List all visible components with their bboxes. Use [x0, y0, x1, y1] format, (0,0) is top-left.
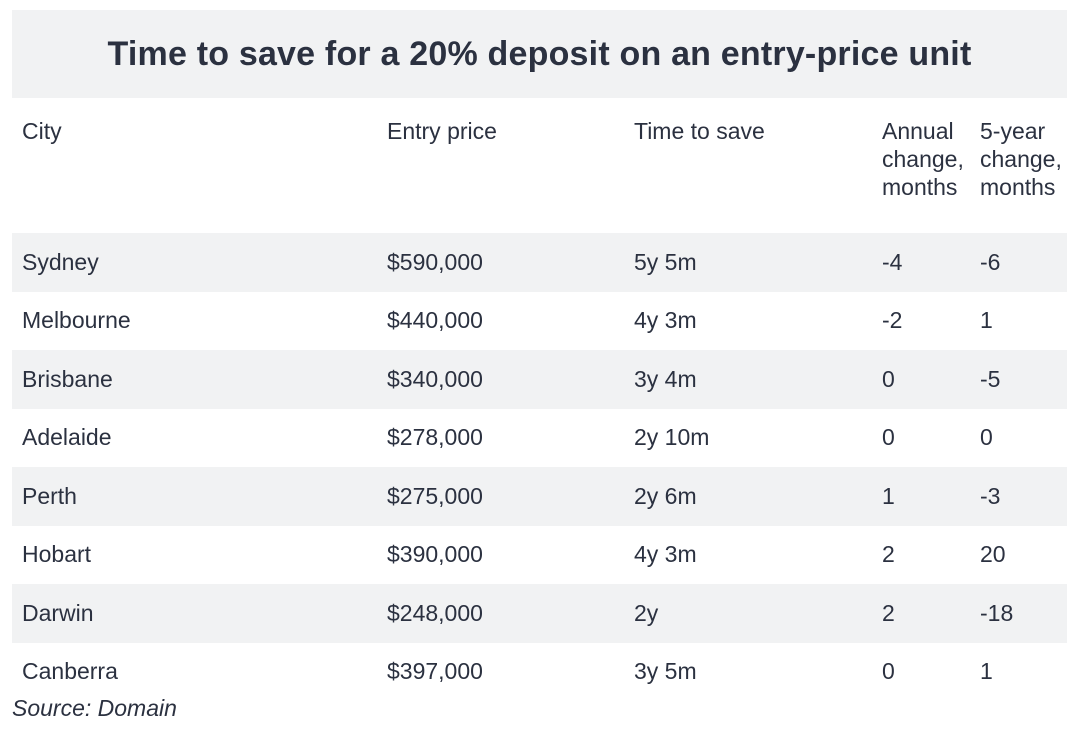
time-to-save-cell: 4y 3m — [634, 307, 697, 334]
time-to-save-cell: 2y 6m — [634, 482, 697, 509]
entry-price-cell: $440,000 — [387, 307, 483, 334]
entry-price-cell: $590,000 — [387, 248, 483, 275]
five-year-change-cell: -3 — [980, 482, 1001, 509]
header-time-to-save-text: Time to save — [634, 118, 765, 144]
time-to-save-cell: 5y 5m — [634, 248, 697, 275]
table-row: Hobart $390,000 4y 3m 2 20 — [12, 525, 1067, 584]
annual-change-cell: -4 — [882, 248, 903, 275]
header-entry-price: Entry price — [377, 98, 624, 233]
header-annual-change: Annual change, months — [872, 98, 970, 233]
five-year-change-cell: -18 — [980, 599, 1014, 626]
entry-price-cell: $248,000 — [387, 599, 483, 626]
annual-change-cell: 2 — [882, 541, 895, 568]
table-row: Canberra $397,000 3y 5m 0 1 — [12, 642, 1067, 701]
time-to-save-cell: 2y — [634, 599, 659, 626]
table-row: Perth $275,000 2y 6m 1 -3 — [12, 467, 1067, 526]
five-year-change-cell: -6 — [980, 248, 1001, 275]
header-entry-price-text: Entry price — [387, 118, 497, 144]
table-row: Melbourne $440,000 4y 3m -2 1 — [12, 291, 1067, 350]
header-time-to-save: Time to save — [624, 98, 872, 233]
time-to-save-cell: 3y 5m — [634, 658, 697, 685]
city-cell: Brisbane — [22, 365, 113, 392]
city-cell: Hobart — [22, 541, 92, 568]
title-bar: Time to save for a 20% deposit on an ent… — [12, 10, 1067, 98]
city-cell: Darwin — [22, 599, 94, 626]
city-cell: Canberra — [22, 658, 118, 685]
city-cell: Adelaide — [22, 424, 112, 451]
time-to-save-cell: 4y 3m — [634, 541, 697, 568]
table-title: Time to save for a 20% deposit on an ent… — [107, 34, 972, 73]
time-to-save-cell: 2y 10m — [634, 424, 710, 451]
header-5-year-line-2: change, — [980, 146, 1062, 172]
five-year-change-cell: -5 — [980, 365, 1001, 392]
entry-price-cell: $390,000 — [387, 541, 483, 568]
five-year-change-cell: 1 — [980, 307, 993, 334]
header-city: City — [12, 98, 377, 233]
header-5-year-change: 5-year change, months — [970, 98, 1067, 233]
annual-change-cell: 0 — [882, 658, 895, 685]
header-annual-line-1: Annual — [882, 118, 954, 144]
five-year-change-cell: 0 — [980, 424, 993, 451]
annual-change-cell: 0 — [882, 365, 895, 392]
time-to-save-cell: 3y 4m — [634, 365, 697, 392]
header-5-year-line-1: 5-year — [980, 118, 1046, 144]
annual-change-cell: -2 — [882, 307, 903, 334]
table-card: Time to save for a 20% deposit on an ent… — [12, 10, 1067, 701]
source-note: Source: Domain — [12, 695, 177, 721]
five-year-change-cell: 1 — [980, 658, 993, 685]
table-body: Sydney $590,000 5y 5m -4 -6 Melbourne $440,000… — [12, 233, 1067, 701]
table-row: Brisbane $340,000 3y 4m 0 -5 — [12, 350, 1067, 409]
table-row: Sydney $590,000 5y 5m -4 -6 — [12, 233, 1067, 292]
entry-price-cell: $278,000 — [387, 424, 483, 451]
table-row: Darwin $248,000 2y 2 -18 — [12, 584, 1067, 643]
entry-price-cell: $397,000 — [387, 658, 483, 685]
city-cell: Perth — [22, 482, 77, 509]
header-row: City Entry price Time to save Annual cha… — [12, 98, 1067, 233]
five-year-change-cell: 20 — [980, 541, 1006, 568]
annual-change-cell: 2 — [882, 599, 895, 626]
annual-change-cell: 1 — [882, 482, 895, 509]
table-row: Adelaide $278,000 2y 10m 0 0 — [12, 408, 1067, 467]
header-annual-line-2: change, — [882, 146, 964, 172]
entry-price-cell: $275,000 — [387, 482, 483, 509]
data-table: City Entry price Time to save Annual cha… — [12, 98, 1067, 701]
header-annual-line-3: months — [882, 174, 958, 200]
city-cell: Sydney — [22, 248, 99, 275]
header-5-year-line-3: months — [980, 174, 1056, 200]
city-cell: Melbourne — [22, 307, 131, 334]
entry-price-cell: $340,000 — [387, 365, 483, 392]
annual-change-cell: 0 — [882, 424, 895, 451]
header-city-text: City — [22, 118, 62, 144]
